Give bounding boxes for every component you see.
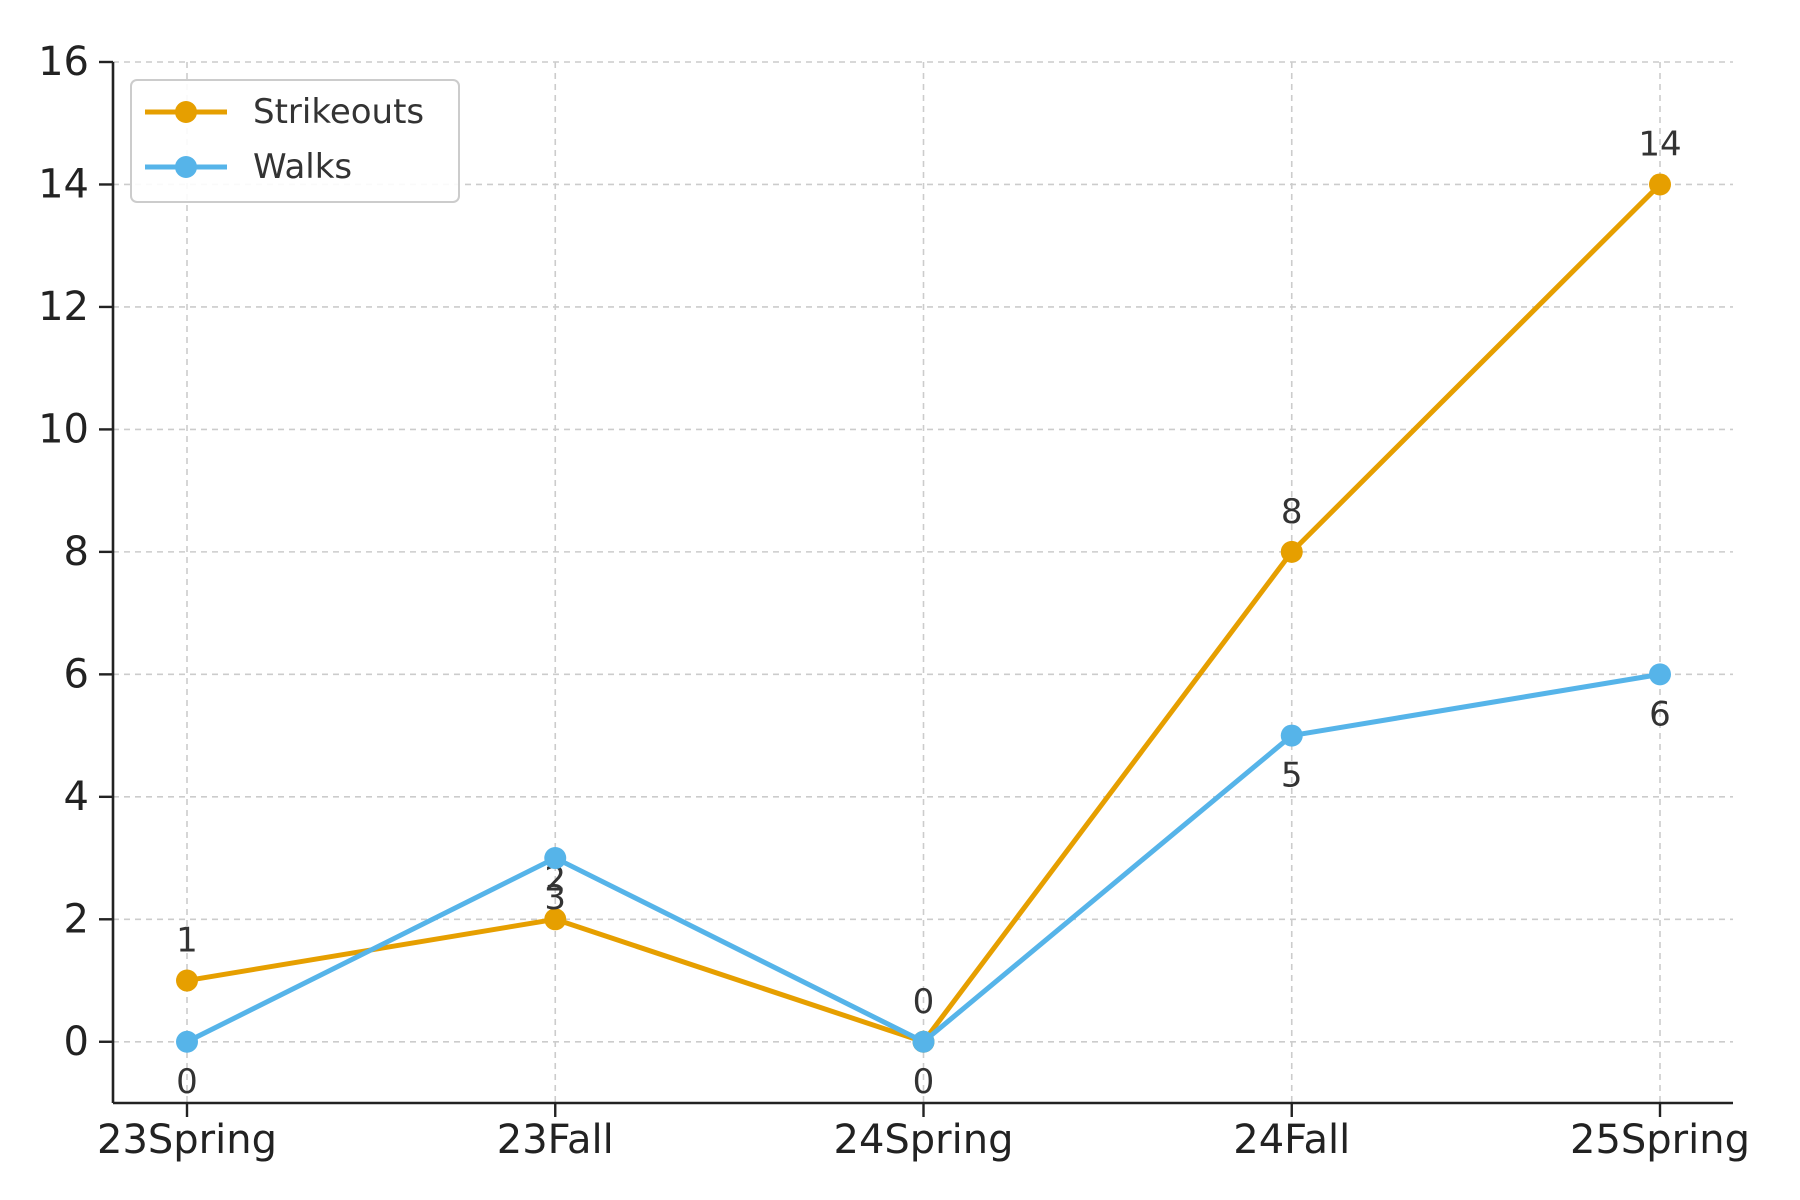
x-tick-label: 23Fall (497, 1117, 614, 1163)
data-label: 5 (1281, 756, 1303, 796)
legend: Strikeouts Walks (130, 79, 460, 203)
y-tick-label: 2 (64, 896, 89, 942)
x-axis-ticks: 23Spring 23Fall 24Spring 24Fall 25Spring (97, 1103, 1750, 1163)
data-point (1280, 724, 1303, 747)
data-point (1649, 173, 1671, 196)
legend-label: Walks (253, 147, 352, 187)
data-point (544, 908, 567, 931)
x-tick-label: 24Spring (834, 1117, 1014, 1163)
y-tick-label: 14 (38, 161, 89, 207)
y-axis-ticks: 0 2 4 6 8 10 12 14 16 (38, 39, 113, 1065)
y-tick-label: 10 (38, 406, 89, 452)
data-label: 14 (1638, 124, 1681, 164)
data-point (1280, 540, 1303, 563)
x-tick-label: 23Spring (97, 1117, 277, 1163)
legend-label: Strikeouts (253, 92, 424, 132)
series-strikeouts: 1 2 0 8 14 (176, 124, 1682, 1053)
data-label: 3 (544, 878, 566, 918)
y-tick-label: 12 (38, 284, 89, 330)
y-tick-label: 6 (64, 651, 89, 697)
y-tick-label: 16 (38, 39, 89, 85)
data-label: 2 (544, 859, 566, 899)
y-tick-label: 0 (64, 1019, 89, 1065)
data-point (176, 969, 198, 992)
series-group: 1 2 0 8 14 0 3 0 5 6 (176, 124, 1682, 1102)
data-point (176, 1030, 198, 1053)
y-tick-label: 4 (64, 774, 89, 820)
data-label: 0 (913, 982, 935, 1022)
y-tick-label: 8 (64, 529, 89, 575)
data-label: 0 (913, 1062, 935, 1102)
legend-marker (175, 156, 197, 178)
legend-marker (175, 101, 197, 123)
legend-item: Walks (145, 147, 352, 187)
legend-item: Strikeouts (145, 92, 424, 132)
data-label: 8 (1281, 492, 1303, 532)
data-point (1649, 663, 1671, 686)
data-label: 0 (176, 1062, 198, 1102)
series-walks: 0 3 0 5 6 (176, 663, 1671, 1102)
data-label: 1 (176, 921, 198, 961)
data-point (544, 847, 567, 870)
data-label: 6 (1649, 694, 1671, 734)
data-point (912, 1030, 935, 1053)
x-tick-label: 25Spring (1570, 1117, 1750, 1163)
x-tick-label: 24Fall (1233, 1117, 1350, 1163)
grid-lines (113, 61, 1733, 1103)
